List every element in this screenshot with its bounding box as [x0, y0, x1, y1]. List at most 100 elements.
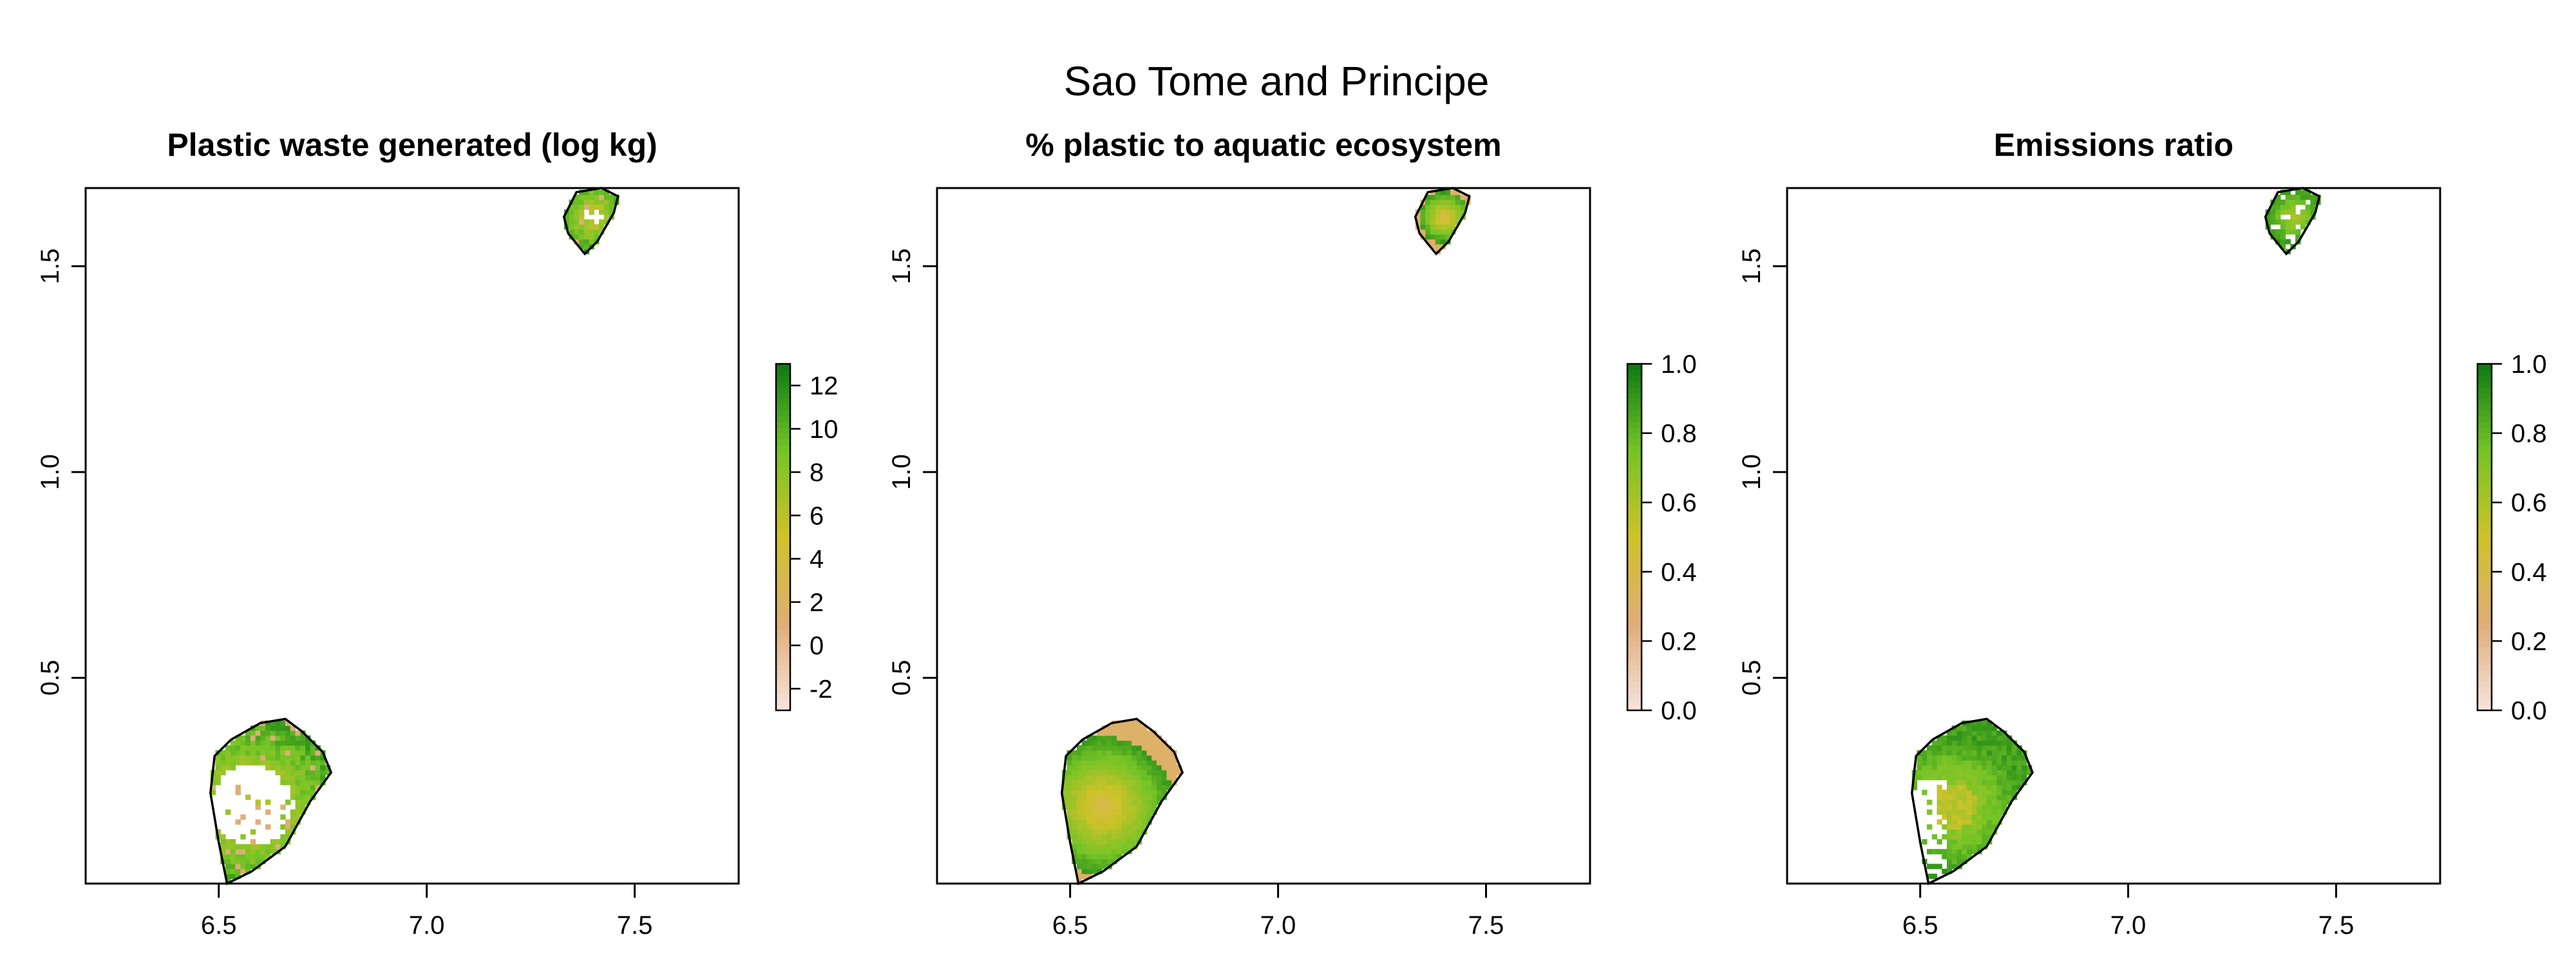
raster-cell — [1126, 755, 1132, 761]
raster-cell — [1137, 725, 1142, 731]
raster-cell — [1951, 750, 1958, 756]
raster-cell — [280, 834, 286, 840]
raster-cell — [220, 844, 226, 849]
raster-cell — [1092, 809, 1097, 815]
raster-cell — [1132, 779, 1137, 786]
raster-cell — [2270, 209, 2276, 215]
raster-cell — [1942, 834, 1947, 840]
raster-cell — [1146, 764, 1152, 771]
raster-cell — [1956, 745, 1962, 751]
raster-cell — [2265, 219, 2271, 225]
legend-segment — [2477, 577, 2492, 584]
raster-cell — [2007, 779, 2012, 786]
raster-cell — [1430, 243, 1436, 250]
raster-cell — [1126, 790, 1132, 795]
raster-cell — [1121, 755, 1128, 761]
legend-segment — [776, 699, 790, 705]
raster-cell — [1435, 204, 1441, 210]
raster-cell — [260, 755, 266, 761]
legend-segment — [776, 514, 790, 520]
raster-cell — [1081, 858, 1088, 864]
raster-cell — [1982, 735, 1987, 741]
raster-cell — [270, 760, 276, 766]
raster-cell — [290, 794, 296, 800]
raster-cell — [1425, 234, 1431, 240]
raster-cell — [250, 735, 256, 741]
raster-cell — [260, 853, 266, 860]
raster-cell — [1081, 873, 1088, 879]
raster-cell — [1061, 794, 1068, 800]
panel-title: Emissions ratio — [1994, 127, 2233, 163]
legend-segment — [2477, 502, 2492, 509]
raster-cell — [2310, 199, 2316, 205]
raster-cell — [1117, 750, 1122, 756]
raster-cell — [295, 784, 301, 790]
raster-cell — [1092, 838, 1097, 845]
raster-cell — [1967, 849, 1973, 855]
legend-segment — [776, 537, 790, 544]
raster-cell — [1996, 784, 2002, 790]
raster-cell — [275, 730, 281, 736]
raster-cell — [295, 745, 301, 751]
legend-segment — [1627, 612, 1642, 619]
raster-cell — [1086, 873, 1092, 879]
raster-cell — [1086, 804, 1092, 810]
raster-cell — [1956, 770, 1962, 775]
raster-cell — [2295, 194, 2301, 200]
raster-cell — [1112, 740, 1117, 746]
raster-cell — [1991, 755, 1998, 761]
raster-cell — [1435, 243, 1441, 250]
legend-segment — [1627, 565, 1642, 573]
legend-tick-label: 0.4 — [1661, 558, 1697, 587]
raster-cell — [1942, 740, 1947, 746]
raster-cell — [1962, 779, 1967, 786]
legend-segment — [1627, 571, 1642, 578]
raster-cell — [320, 764, 326, 771]
legend-segment — [1627, 641, 1642, 647]
raster-cell — [1097, 853, 1103, 860]
raster-cell — [1101, 770, 1108, 775]
raster-cell — [210, 779, 216, 786]
raster-cell — [285, 760, 291, 766]
raster-cell — [1917, 770, 1922, 775]
raster-cell — [1141, 794, 1148, 800]
raster-cell — [564, 219, 570, 225]
raster-cell — [1106, 755, 1112, 761]
raster-cell — [2290, 194, 2296, 200]
raster-cell — [1121, 804, 1128, 810]
raster-cell — [2275, 204, 2281, 210]
raster-cell — [1987, 725, 1993, 731]
legend-tick-label: 1.0 — [2511, 350, 2547, 379]
raster-cell — [1112, 834, 1117, 840]
raster-cell — [315, 750, 321, 756]
raster-cell — [1146, 770, 1152, 775]
legend-colorbar — [776, 364, 790, 711]
raster-cell — [1991, 794, 1998, 800]
raster-cell — [1947, 790, 1953, 795]
raster-cell — [300, 804, 306, 810]
raster-cell — [1061, 779, 1068, 786]
raster-cell — [1106, 784, 1112, 790]
legend-segment — [776, 635, 790, 641]
raster-cell — [250, 740, 256, 746]
raster-cell — [280, 735, 286, 741]
legend-segment — [2477, 508, 2492, 515]
raster-cell — [1987, 735, 1993, 741]
raster-cell — [1937, 790, 1942, 795]
x-tick-label: 7.0 — [409, 911, 445, 940]
raster-cell — [1077, 799, 1083, 805]
raster-cell — [260, 858, 266, 864]
raster-cell — [1450, 189, 1456, 195]
raster-cell — [240, 760, 246, 766]
raster-cell — [1141, 784, 1148, 790]
raster-cell — [270, 720, 276, 726]
raster-cell — [2011, 770, 2018, 775]
legend-segment — [2477, 537, 2492, 544]
legend-segment — [776, 664, 790, 670]
raster-cell — [290, 745, 296, 751]
raster-cell — [1937, 799, 1942, 805]
raster-cell — [1425, 229, 1431, 235]
raster-cell — [1445, 214, 1451, 220]
raster-cell — [1991, 779, 1998, 786]
raster-cell — [280, 750, 286, 756]
